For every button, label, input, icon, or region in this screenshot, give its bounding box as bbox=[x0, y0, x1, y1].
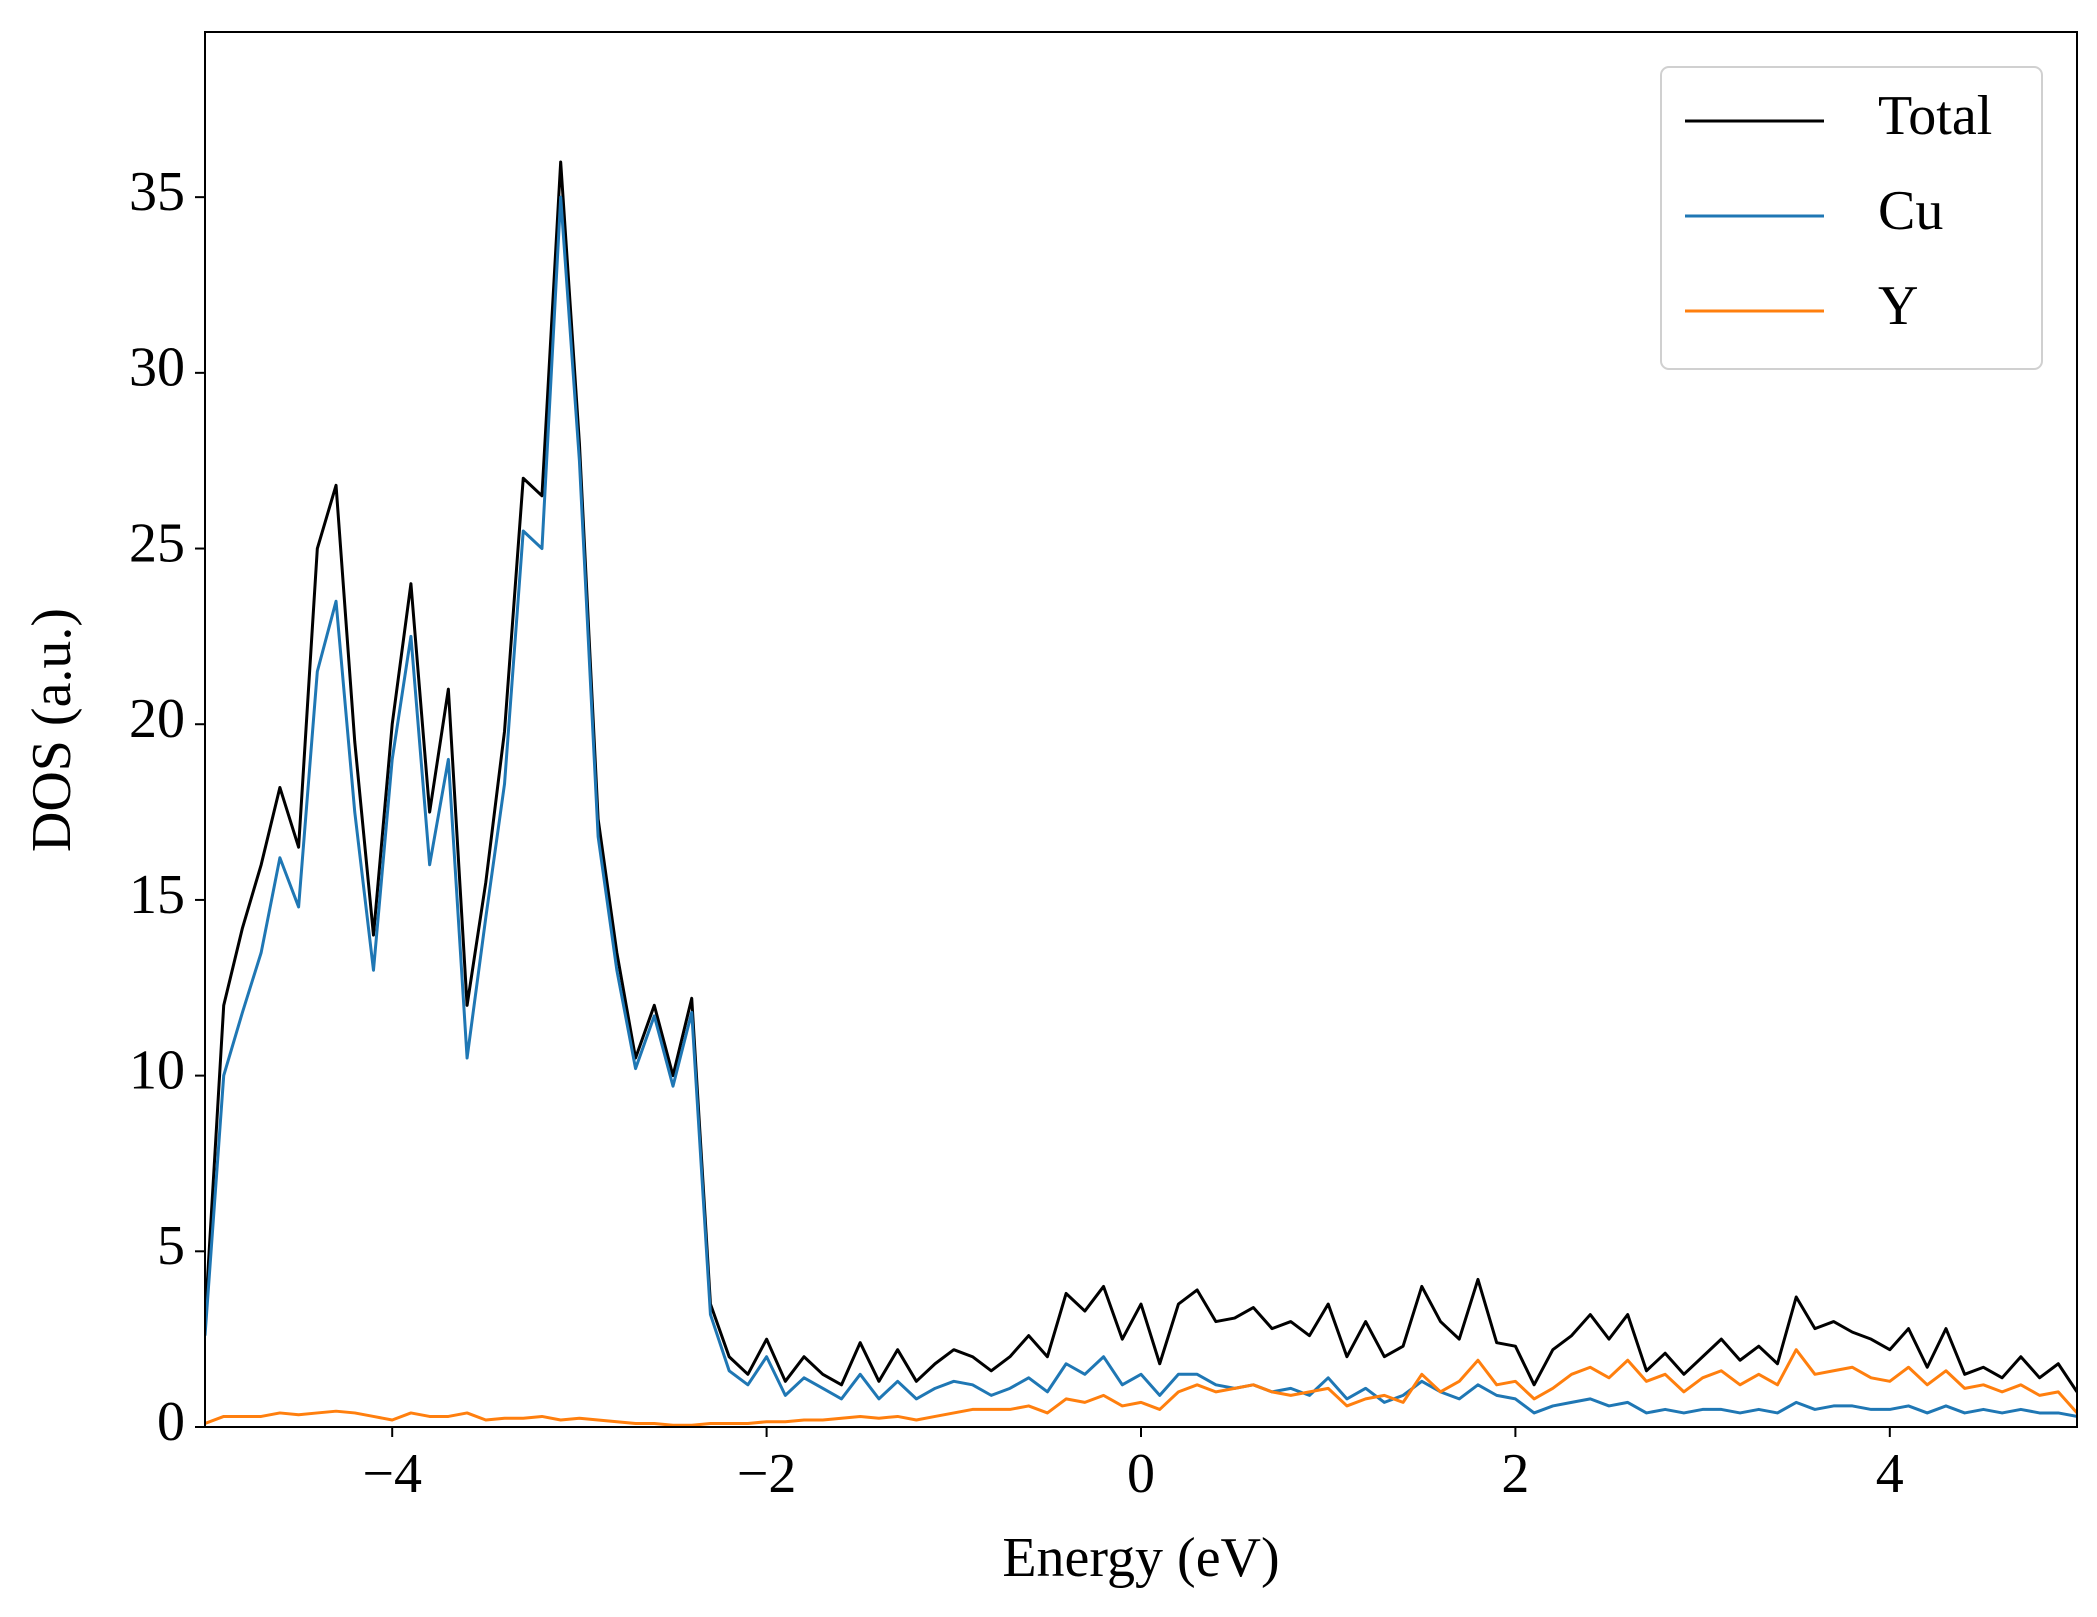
legend-label: Y bbox=[1878, 275, 1918, 337]
y-tick-label: 35 bbox=[129, 161, 185, 223]
x-tick-label: −2 bbox=[737, 1443, 797, 1505]
x-tick-label: −4 bbox=[362, 1443, 422, 1505]
y-tick-label: 0 bbox=[157, 1391, 185, 1453]
y-tick-label: 10 bbox=[129, 1039, 185, 1101]
x-tick-label: 4 bbox=[1876, 1443, 1904, 1505]
y-tick-label: 30 bbox=[129, 337, 185, 399]
x-tick-label: 2 bbox=[1501, 1443, 1529, 1505]
y-axis-label: DOS (a.u.) bbox=[21, 608, 83, 852]
series-line bbox=[205, 1348, 2077, 1427]
legend-box bbox=[1660, 66, 2043, 370]
series-line bbox=[205, 160, 2077, 1393]
x-axis-label: Energy (eV) bbox=[1002, 1527, 1279, 1589]
plot-frame bbox=[204, 31, 2078, 1428]
y-tick-label: 25 bbox=[129, 512, 185, 574]
y-tick-label: 15 bbox=[129, 864, 185, 926]
series-line bbox=[205, 195, 2077, 1418]
y-tick-label: 20 bbox=[129, 688, 185, 750]
legend-label: Cu bbox=[1878, 180, 1943, 242]
y-tick-label: 5 bbox=[157, 1215, 185, 1277]
legend-label: Total bbox=[1878, 85, 1992, 147]
x-tick-label: 0 bbox=[1127, 1443, 1155, 1505]
